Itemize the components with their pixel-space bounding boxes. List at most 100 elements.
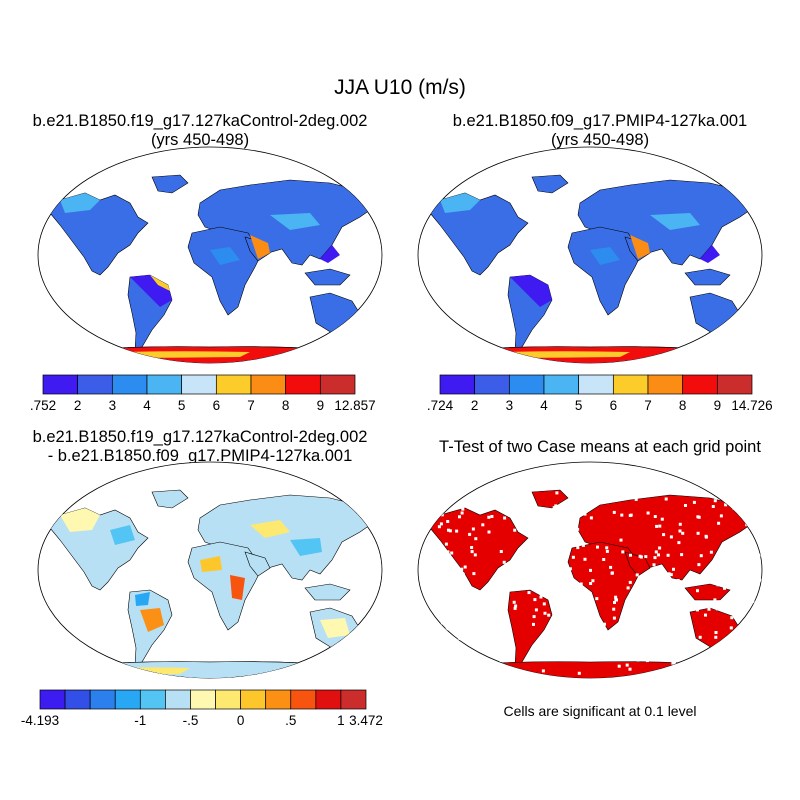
nonsignificant-cell [645,659,649,663]
nonsignificant-cell [748,526,752,529]
nonsignificant-cell [660,620,664,623]
nonsignificant-cell [460,567,464,571]
nonsignificant-cell [651,474,655,478]
colorbar-swatch [39,689,66,710]
nonsignificant-cell [576,527,580,531]
nonsignificant-cell [474,651,478,655]
nonsignificant-cell [461,507,465,511]
nonsignificant-cell [446,550,450,554]
nonsignificant-cell [678,668,682,672]
nonsignificant-cell [552,506,556,510]
nonsignificant-cell [678,529,682,533]
colorbar-tick-label: 3.472 [349,713,383,728]
nonsignificant-cell [698,635,702,639]
nonsignificant-cell [488,471,492,475]
nonsignificant-cell [479,489,483,493]
panel-difference-title: b.e21.B1850.f19_g17.127kaControl-2deg.00… [32,428,368,446]
nonsignificant-cell [699,554,703,558]
nonsignificant-cell [620,628,623,632]
nonsignificant-cell [543,611,547,615]
nonsignificant-cell [696,608,699,612]
nonsignificant-cell [486,469,490,473]
nonsignificant-cell [676,579,680,582]
colorbar-tick-label: 7 [644,398,652,413]
nonsignificant-cell [557,596,561,600]
nonsignificant-cell [633,468,636,472]
nonsignificant-cell [682,663,686,667]
nonsignificant-cell [420,658,423,662]
nonsignificant-cell [577,639,581,643]
nonsignificant-cell [607,649,611,653]
nonsignificant-cell [567,509,571,513]
nonsignificant-cell [512,600,516,604]
nonsignificant-cell [711,505,715,508]
nonsignificant-cell [715,474,719,478]
nonsignificant-cell [758,472,762,476]
nonsignificant-cell [518,514,522,518]
nonsignificant-cell [681,622,685,626]
nonsignificant-cell [473,553,477,557]
nonsignificant-cell [592,467,596,471]
nonsignificant-cell [667,655,671,659]
nonsignificant-cell [655,524,659,528]
nonsignificant-cell [571,522,575,526]
nonsignificant-cell [696,515,700,519]
nonsignificant-cell [757,553,761,557]
nonsignificant-cell [589,471,593,475]
nonsignificant-cell [644,555,648,559]
nonsignificant-cell [731,633,735,636]
nonsignificant-cell [636,614,639,618]
nonsignificant-cell [680,553,684,557]
nonsignificant-cell [524,658,528,662]
nonsignificant-cell [678,582,682,586]
nonsignificant-cell [552,467,556,471]
colorbar-swatch [578,374,614,395]
colorbar-swatch [612,374,649,395]
nonsignificant-cell [440,513,444,517]
nonsignificant-cell [421,466,425,470]
colorbar-tick-label: -1 [134,713,146,728]
nonsignificant-cell [650,635,654,639]
nonsignificant-cell [758,511,762,515]
nonsignificant-cell [422,511,426,515]
panel-control-years: (yrs 450-498) [150,131,250,149]
nonsignificant-cell [757,665,761,669]
nonsignificant-cell [729,476,732,480]
nonsignificant-cell [534,608,538,612]
colorbar-swatch [647,374,684,395]
nonsignificant-cell [524,471,528,474]
nonsignificant-cell [694,669,698,673]
nonsignificant-cell [679,591,683,595]
nonsignificant-cell [707,607,711,611]
nonsignificant-cell [602,558,606,561]
nonsignificant-cell [660,517,664,521]
nonsignificant-cell [575,589,579,593]
nonsignificant-cell [501,666,505,670]
nonsignificant-cell [566,598,570,602]
nonsignificant-cell [731,657,735,661]
nonsignificant-cell [435,593,439,597]
nonsignificant-cell [587,647,591,651]
nonsignificant-cell [541,481,545,485]
nonsignificant-cell [483,668,487,672]
nonsignificant-cell [504,617,508,621]
nonsignificant-cell [646,511,650,515]
nonsignificant-cell [464,609,468,613]
nonsignificant-cell [538,550,542,554]
nonsignificant-cell [689,599,693,603]
nonsignificant-cell [747,633,751,637]
nonsignificant-cell [481,523,485,527]
nonsignificant-cell [669,535,673,539]
nonsignificant-cell [688,467,692,470]
nonsignificant-cell [541,669,545,673]
colorbar-tick-label: .5 [285,713,296,728]
nonsignificant-cell [463,657,467,661]
nonsignificant-cell [714,635,718,639]
nonsignificant-cell [728,561,732,565]
nonsignificant-cell [547,652,551,656]
nonsignificant-cell [638,586,642,590]
colorbar-tick-label: -.5 [183,713,199,728]
nonsignificant-cell [517,550,521,554]
nonsignificant-cell [481,473,485,477]
nonsignificant-cell [442,598,446,602]
